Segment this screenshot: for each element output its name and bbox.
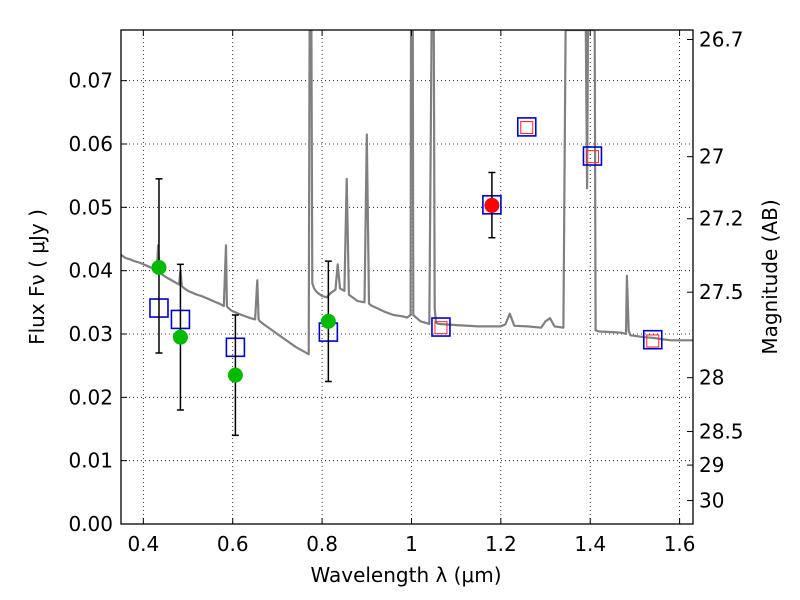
y-tick-label: 0.05 bbox=[68, 195, 113, 219]
x-tick-label: 0.8 bbox=[306, 532, 338, 556]
x-tick-label: 1.2 bbox=[485, 532, 517, 556]
y2-tick-label: 27.2 bbox=[699, 207, 744, 231]
red-square-marker bbox=[434, 321, 448, 335]
axis-ticks bbox=[121, 30, 693, 525]
y2-tick-label: 29 bbox=[699, 453, 724, 477]
blue-square-marker bbox=[582, 146, 603, 166]
blue-square-marker bbox=[516, 117, 537, 137]
blue-square-marker bbox=[642, 329, 663, 350]
y-axis-title: Flux Fν ( μJy ) bbox=[25, 209, 49, 345]
y-tick-label: 0.07 bbox=[68, 69, 113, 93]
y2-tick-label: 27 bbox=[699, 145, 724, 169]
y-tick-label: 0.02 bbox=[68, 385, 113, 409]
green-data-point bbox=[172, 329, 188, 345]
green-data-point bbox=[151, 260, 167, 275]
x-axis-title: Wavelength λ (μm) bbox=[310, 563, 501, 587]
green-data-point bbox=[227, 367, 243, 383]
tick-labels: 0.4 0.6 0.8 1 1.2 1.4 1.6 0.00 0.01 0.02 0.03 0.04 0… bbox=[68, 28, 743, 557]
marker-layer bbox=[149, 117, 663, 437]
plot-frame bbox=[120, 29, 694, 525]
x-tick-label: 1.4 bbox=[574, 532, 606, 556]
curve-layer bbox=[121, 30, 693, 356]
y-tick-label: 0.01 bbox=[68, 449, 113, 473]
red-square-marker bbox=[520, 121, 534, 135]
y2-tick-label: 26.7 bbox=[699, 28, 744, 52]
y2-axis-title: Magnitude (AB) bbox=[758, 199, 782, 354]
x-tick-label: 1.6 bbox=[664, 532, 696, 556]
red-square-marker bbox=[646, 334, 660, 348]
x-tick-label: 1 bbox=[405, 532, 418, 556]
y-tick-label: 0.00 bbox=[68, 512, 113, 536]
green-data-point bbox=[320, 313, 336, 329]
y-tick-label: 0.06 bbox=[68, 132, 113, 156]
y-tick-label: 0.03 bbox=[68, 322, 113, 346]
x-tick-label: 0.6 bbox=[217, 532, 249, 556]
red-data-point bbox=[484, 197, 500, 213]
blue-square-marker bbox=[431, 317, 451, 337]
y2-tick-label: 28 bbox=[699, 366, 724, 390]
y2-tick-label: 28.5 bbox=[699, 420, 744, 444]
x-tick-label: 0.4 bbox=[127, 532, 159, 556]
red-square-marker bbox=[585, 150, 599, 164]
y-tick-label: 0.04 bbox=[68, 259, 113, 283]
y2-tick-label: 30 bbox=[699, 489, 724, 513]
model-spectrum-line bbox=[121, 30, 693, 356]
y2-tick-label: 27.5 bbox=[699, 280, 744, 304]
